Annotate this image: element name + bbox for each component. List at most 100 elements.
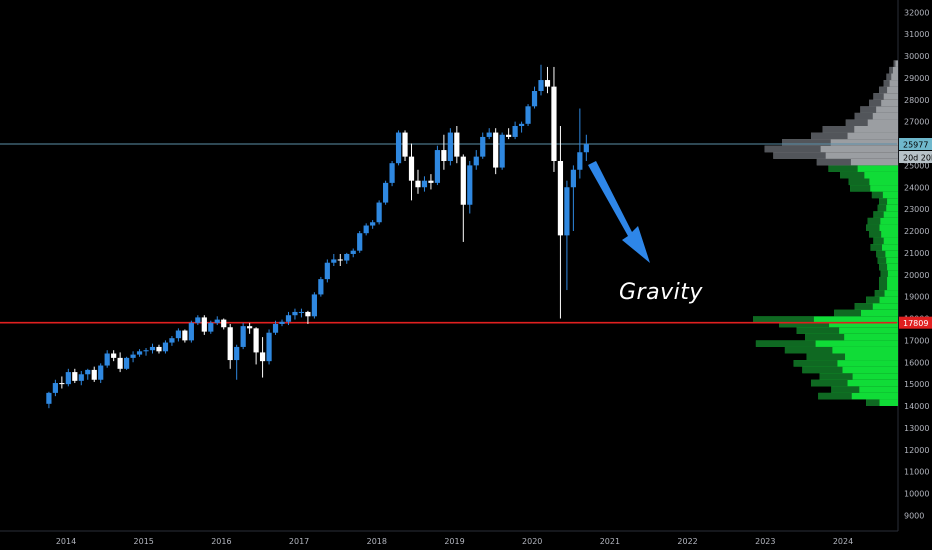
candle-body — [357, 233, 363, 251]
volume-profile-bar — [840, 171, 898, 179]
y-tick-label: 19000 — [904, 293, 929, 302]
volume-profile-bar — [871, 191, 898, 199]
volume-profile-bar — [845, 119, 898, 126]
candle-body — [454, 132, 460, 157]
candle-body — [344, 253, 350, 261]
volume-profile-bar — [755, 340, 898, 347]
volume-profile-overlay — [782, 139, 831, 146]
volume-profile-overlay — [806, 353, 846, 361]
y-tick-label: 32000 — [904, 8, 929, 17]
candle-body — [201, 317, 207, 332]
candle-body — [247, 326, 253, 329]
volume-profile-bar — [860, 106, 898, 113]
volume-profile-bar — [869, 99, 898, 107]
volume-profile-overlay — [869, 231, 882, 238]
candle-body — [512, 126, 518, 137]
x-tick-label: 2022 — [677, 537, 697, 546]
price-label-current — [899, 138, 932, 151]
y-tick-label: 15000 — [904, 380, 929, 389]
candle-body — [493, 132, 499, 168]
volume-profile-overlay — [873, 211, 884, 218]
y-tick-label: 11000 — [904, 468, 929, 477]
candle-body — [544, 80, 551, 87]
candle-body — [78, 374, 84, 381]
volume-profile-overlay — [876, 250, 886, 258]
volume-profile-overlay — [845, 119, 868, 126]
candle-body — [383, 182, 389, 203]
volume-profile-bar — [879, 198, 898, 205]
candle-body — [389, 163, 395, 183]
volume-profile-overlay — [854, 112, 873, 120]
volume-profile-bar — [873, 211, 898, 218]
volume-profile-bar — [822, 126, 898, 133]
volume-profile-bar — [869, 231, 898, 238]
candle-body — [214, 319, 220, 323]
volume-profile-overlay — [802, 366, 843, 374]
y-tick-label: 16000 — [904, 358, 929, 367]
volume-profile-bar — [889, 66, 898, 74]
y-tick-label: 20000 — [904, 271, 929, 280]
candle-body — [91, 369, 97, 380]
y-tick-label: 9000 — [904, 511, 924, 520]
volume-profile-bar — [802, 366, 898, 374]
x-tick-label: 2020 — [522, 537, 542, 546]
volume-profile-bar — [834, 309, 898, 317]
candle-body — [182, 330, 188, 341]
volume-profile-bar — [866, 296, 898, 304]
candle-body — [65, 372, 71, 385]
candle-body — [324, 262, 330, 280]
candle-body — [149, 346, 156, 351]
volume-profile-overlay — [893, 60, 896, 67]
candle-body — [52, 383, 58, 393]
candles — [46, 64, 589, 409]
price-label-current-text: 25977 — [903, 141, 928, 150]
volume-profile-bar — [879, 276, 898, 284]
y-tick-label: 22000 — [904, 227, 929, 236]
volume-profile-overlay — [773, 152, 826, 159]
volume-profile-overlay — [869, 99, 882, 107]
candle-body — [370, 222, 376, 226]
volume-profile-bar — [877, 257, 898, 264]
volume-profile-bar — [811, 132, 898, 140]
y-tick-label: 27000 — [904, 118, 929, 127]
y-tick-label: 29000 — [904, 74, 929, 83]
volume-profile-bar — [873, 93, 898, 100]
volume-profile-overlay — [818, 392, 852, 400]
volume-profile-overlay — [753, 316, 814, 323]
candle-body — [311, 294, 317, 317]
volume-profile-overlay — [848, 178, 870, 186]
down-arrow — [588, 161, 650, 263]
candle-body — [259, 352, 266, 362]
candle-body — [518, 123, 525, 126]
candle-body — [175, 330, 182, 339]
volume-profile-overlay — [764, 145, 821, 153]
x-tick-label: 2018 — [367, 537, 387, 546]
volume-profile-bar — [879, 86, 898, 94]
volume-profile-bar — [828, 165, 898, 172]
volume-profile-bar — [793, 360, 898, 367]
volume-profile-overlay — [877, 257, 887, 264]
price-label-support — [899, 316, 932, 329]
y-tick-label: 12000 — [904, 446, 929, 455]
candle-body — [395, 132, 402, 164]
candle-body — [583, 144, 589, 153]
candle-body — [506, 134, 512, 137]
volume-profile-bar — [874, 290, 898, 297]
x-tick-label: 2016 — [211, 537, 231, 546]
volume-profile-overlay — [796, 327, 840, 334]
candle-body — [350, 250, 356, 254]
candle-body — [376, 202, 382, 223]
candle-body — [272, 323, 279, 333]
candle-body — [162, 342, 169, 352]
volume-profile-bar — [753, 316, 898, 323]
volume-profile-overlay — [866, 399, 880, 406]
candle-body — [570, 169, 576, 188]
y-tick-label: 13000 — [904, 424, 929, 433]
volume-profile-overlay — [879, 198, 888, 205]
candle-body — [525, 106, 531, 124]
y-tick-label: 17000 — [904, 336, 929, 345]
candle-body — [434, 150, 441, 183]
candle-body — [227, 327, 233, 361]
volume-profile-overlay — [883, 80, 890, 87]
